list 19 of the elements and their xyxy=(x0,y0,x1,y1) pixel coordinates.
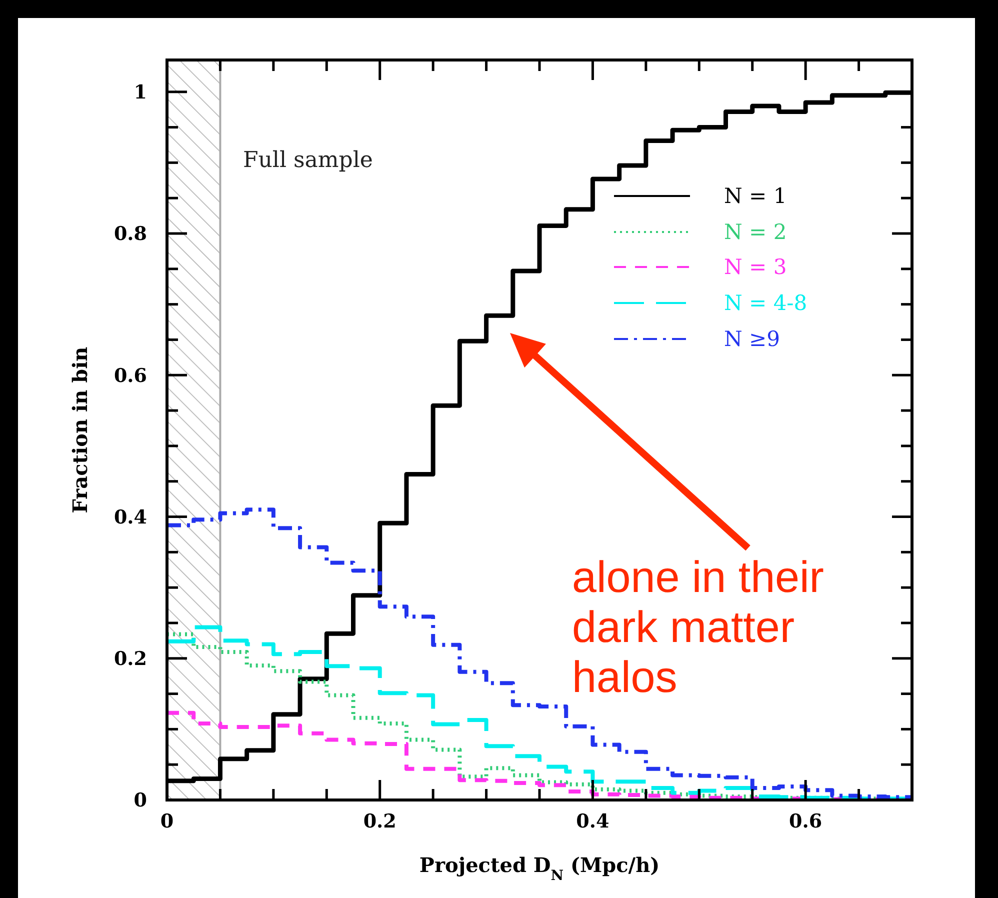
x-tick-label: 0.4 xyxy=(576,810,610,832)
legend-label: N = 3 xyxy=(724,255,787,280)
annotation: alone in their dark matter halos xyxy=(572,553,825,703)
y-tick-label: 1 xyxy=(134,82,147,104)
y-tick-label: 0.4 xyxy=(114,506,147,528)
legend-label: N ≥9 xyxy=(724,326,780,351)
x-tick-label: 0.6 xyxy=(789,810,822,832)
y-tick-label: 0 xyxy=(134,790,147,812)
annotation: Full sample xyxy=(243,148,373,173)
legend-label: N = 1 xyxy=(724,184,787,208)
y-tick-label: 0.2 xyxy=(114,648,147,670)
y-axis-title: Fraction in bin xyxy=(68,346,92,514)
x-tick-label: 0.2 xyxy=(363,810,396,832)
legend-label: N = 2 xyxy=(724,220,787,244)
y-tick-label: 0.6 xyxy=(114,364,147,387)
y-tick-label: 0.8 xyxy=(114,223,147,246)
x-axis-title: Projected D$_{N}$ (Mpc/h) xyxy=(419,853,660,884)
x-tick-label: 0 xyxy=(160,810,174,832)
legend-label: N = 4-8 xyxy=(724,290,808,315)
